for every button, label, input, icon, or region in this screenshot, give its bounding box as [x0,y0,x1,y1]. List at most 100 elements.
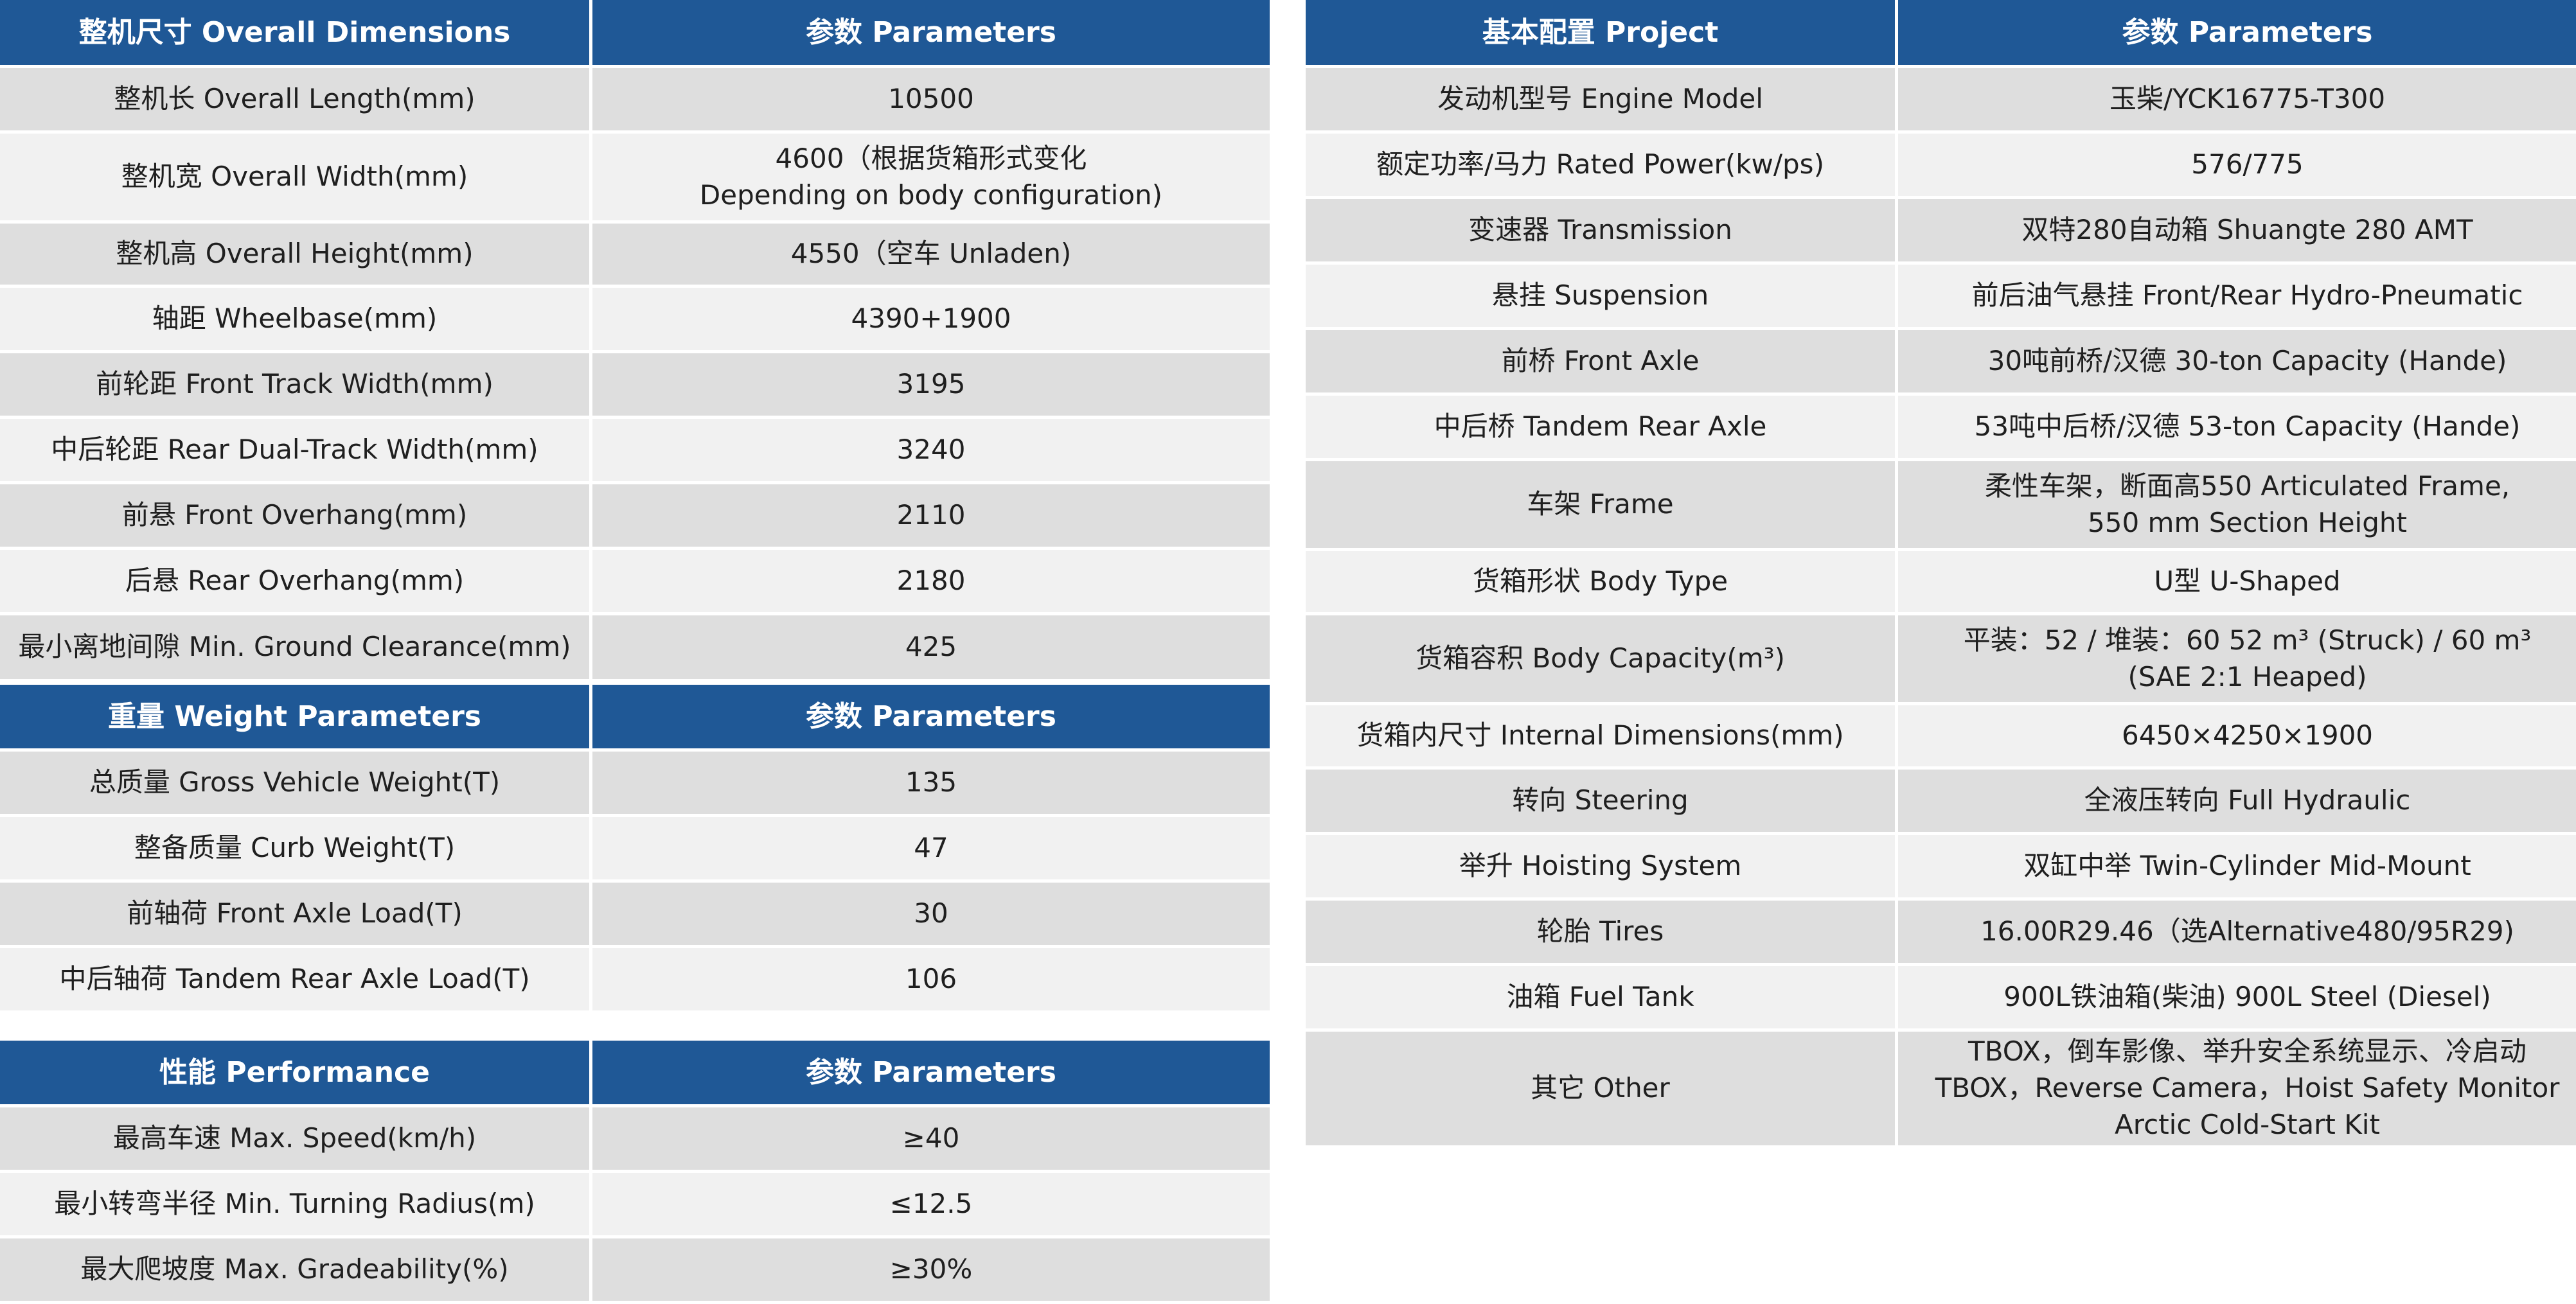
row-value: 53吨中后桥/汉德 53-ton Capacity (Hande) [1898,396,2576,461]
weight-table: 重量 Weight Parameters 参数 Parameters 总质量 G… [0,685,1270,1014]
row-value: TBOX，倒车影像、举升安全系统显示、冷启动 TBOX，Reverse Came… [1898,1032,2576,1149]
row-value: 900L铁油箱(柴油) 900L Steel (Diesel) [1898,966,2576,1032]
row-value: 双特280自动箱 Shuangte 280 AMT [1898,199,2576,265]
row-value: 全液压转向 Full Hydraulic [1898,770,2576,835]
table-row: 最大爬坡度 Max. Gradeability(%) ≥30% [0,1238,1270,1304]
table-row: 最小转弯半径 Min. Turning Radius(m) ≤12.5 [0,1173,1270,1238]
row-value: ≤12.5 [592,1173,1270,1238]
dimensions-header: 整机尺寸 Overall Dimensions 参数 Parameters [0,0,1270,68]
table-row: 后悬 Rear Overhang(mm) 2180 [0,550,1270,615]
row-label: 后悬 Rear Overhang(mm) [0,550,592,615]
row-value: ≥30% [592,1238,1270,1304]
table-row: 整机长 Overall Length(mm) 10500 [0,68,1270,134]
row-value: 30吨前桥/汉德 30-ton Capacity (Hande) [1898,330,2576,396]
table-row: 整机高 Overall Height(mm) 4550（空车 Unladen) [0,224,1270,288]
row-value: 平装：52 / 堆装：60 52 m³ (Struck) / 60 m³ (SA… [1898,615,2576,705]
row-value: 30 [592,883,1270,948]
table-row: 货箱内尺寸 Internal Dimensions(mm) 6450×4250×… [1306,705,2576,770]
table-row: 车架 Frame 柔性车架，断面高550 Articulated Frame, … [1306,461,2576,551]
row-value: 4390+1900 [592,288,1270,353]
table-row: 前轴荷 Front Axle Load(T) 30 [0,883,1270,948]
row-value: 6450×4250×1900 [1898,705,2576,770]
row-value: 3240 [592,419,1270,484]
dimensions-table: 整机尺寸 Overall Dimensions 参数 Parameters 整机… [0,0,1270,682]
row-label: 油箱 Fuel Tank [1306,966,1898,1032]
table-row: 整机宽 Overall Width(mm) 4600（根据货箱形式变化 Depe… [0,134,1270,224]
row-label: 前桥 Front Axle [1306,330,1898,396]
row-value: 双缸中举 Twin-Cylinder Mid-Mount [1898,835,2576,901]
row-label: 举升 Hoisting System [1306,835,1898,901]
row-value: 576/775 [1898,134,2576,199]
row-label: 轮胎 Tires [1306,901,1898,966]
table-row: 发动机型号 Engine Model 玉柴/YCK16775-T300 [1306,68,2576,134]
row-label: 额定功率/马力 Rated Power(kw/ps) [1306,134,1898,199]
row-label: 整机长 Overall Length(mm) [0,68,592,134]
header-cell: 性能 Performance [0,1041,592,1107]
table-row: 货箱容积 Body Capacity(m³) 平装：52 / 堆装：60 52 … [1306,615,2576,705]
row-value: 47 [592,817,1270,883]
row-label: 车架 Frame [1306,461,1898,551]
configuration-header: 基本配置 Project 参数 Parameters [1306,0,2576,68]
row-label: 中后轮距 Rear Dual-Track Width(mm) [0,419,592,484]
row-value: U型 U-Shaped [1898,551,2576,615]
row-value: 425 [592,615,1270,682]
row-value: 柔性车架，断面高550 Articulated Frame, 550 mm Se… [1898,461,2576,551]
table-row: 前悬 Front Overhang(mm) 2110 [0,484,1270,550]
row-label: 最高车速 Max. Speed(km/h) [0,1107,592,1173]
row-value: 135 [592,752,1270,817]
table-row: 中后轮距 Rear Dual-Track Width(mm) 3240 [0,419,1270,484]
row-value: 2180 [592,550,1270,615]
table-row: 货箱形状 Body Type U型 U-Shaped [1306,551,2576,615]
row-value: 玉柴/YCK16775-T300 [1898,68,2576,134]
row-label: 前悬 Front Overhang(mm) [0,484,592,550]
row-label: 中后轴荷 Tandem Rear Axle Load(T) [0,948,592,1014]
table-row: 举升 Hoisting System 双缸中举 Twin-Cylinder Mi… [1306,835,2576,901]
row-label: 前轮距 Front Track Width(mm) [0,353,592,419]
header-cell: 参数 Parameters [592,0,1270,68]
row-value: 4600（根据货箱形式变化 Depending on body configur… [592,134,1270,224]
header-cell: 参数 Parameters [592,1041,1270,1107]
row-value: 前后油气悬挂 Front/Rear Hydro-Pneumatic [1898,265,2576,330]
header-cell: 参数 Parameters [1898,0,2576,68]
row-label: 最大爬坡度 Max. Gradeability(%) [0,1238,592,1304]
row-value: 3195 [592,353,1270,419]
table-row: 轴距 Wheelbase(mm) 4390+1900 [0,288,1270,353]
table-row: 轮胎 Tires 16.00R29.46（选Alternative480/95R… [1306,901,2576,966]
table-row: 中后轴荷 Tandem Rear Axle Load(T) 106 [0,948,1270,1014]
table-row: 中后桥 Tandem Rear Axle 53吨中后桥/汉德 53-ton Ca… [1306,396,2576,461]
table-row: 最高车速 Max. Speed(km/h) ≥40 [0,1107,1270,1173]
row-label: 转向 Steering [1306,770,1898,835]
row-label: 货箱容积 Body Capacity(m³) [1306,615,1898,705]
row-label: 整备质量 Curb Weight(T) [0,817,592,883]
table-row: 变速器 Transmission 双特280自动箱 Shuangte 280 A… [1306,199,2576,265]
table-row: 前轮距 Front Track Width(mm) 3195 [0,353,1270,419]
table-row: 额定功率/马力 Rated Power(kw/ps) 576/775 [1306,134,2576,199]
table-row: 总质量 Gross Vehicle Weight(T) 135 [0,752,1270,817]
row-value: 10500 [592,68,1270,134]
row-label: 最小离地间隙 Min. Ground Clearance(mm) [0,615,592,682]
row-label: 货箱形状 Body Type [1306,551,1898,615]
row-label: 发动机型号 Engine Model [1306,68,1898,134]
table-row: 悬挂 Suspension 前后油气悬挂 Front/Rear Hydro-Pn… [1306,265,2576,330]
row-label: 中后桥 Tandem Rear Axle [1306,396,1898,461]
performance-table: 性能 Performance 参数 Parameters 最高车速 Max. S… [0,1041,1270,1304]
table-row: 前桥 Front Axle 30吨前桥/汉德 30-ton Capacity (… [1306,330,2576,396]
row-label: 轴距 Wheelbase(mm) [0,288,592,353]
header-cell: 基本配置 Project [1306,0,1898,68]
table-row: 其它 Other TBOX，倒车影像、举升安全系统显示、冷启动 TBOX，Rev… [1306,1032,2576,1149]
header-cell: 整机尺寸 Overall Dimensions [0,0,592,68]
row-label: 其它 Other [1306,1032,1898,1149]
row-label: 变速器 Transmission [1306,199,1898,265]
table-row: 转向 Steering 全液压转向 Full Hydraulic [1306,770,2576,835]
table-row: 整备质量 Curb Weight(T) 47 [0,817,1270,883]
row-label: 最小转弯半径 Min. Turning Radius(m) [0,1173,592,1238]
row-label: 整机宽 Overall Width(mm) [0,134,592,224]
table-row: 油箱 Fuel Tank 900L铁油箱(柴油) 900L Steel (Die… [1306,966,2576,1032]
table-row: 最小离地间隙 Min. Ground Clearance(mm) 425 [0,615,1270,682]
row-value: ≥40 [592,1107,1270,1173]
row-label: 悬挂 Suspension [1306,265,1898,330]
row-label: 总质量 Gross Vehicle Weight(T) [0,752,592,817]
row-label: 货箱内尺寸 Internal Dimensions(mm) [1306,705,1898,770]
configuration-table: 基本配置 Project 参数 Parameters 发动机型号 Engine … [1306,0,2576,1149]
header-cell: 参数 Parameters [592,685,1270,752]
